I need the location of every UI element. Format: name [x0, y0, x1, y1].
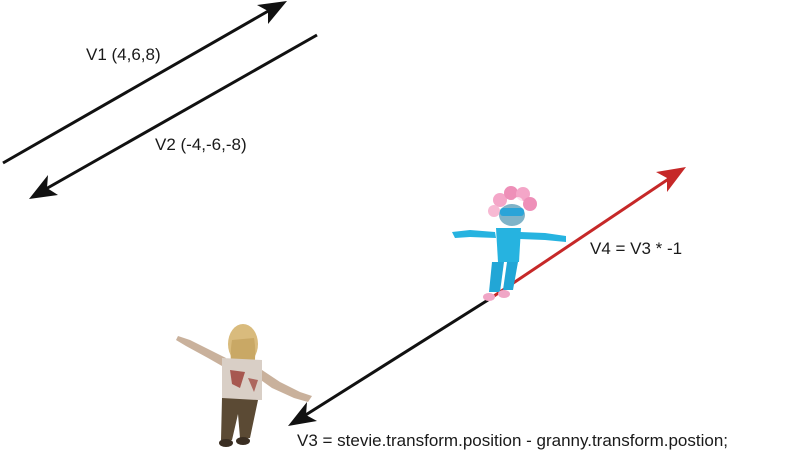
- label-v1: V1 (4,6,8): [86, 45, 161, 64]
- vector-v4-arrow: [487, 167, 686, 302]
- label-v4: V4 = V3 * -1: [590, 239, 682, 258]
- vector-v2-arrow: [29, 33, 318, 199]
- label-v3: V3 = stevie.transform.position - granny.…: [297, 431, 728, 450]
- stevie-character: [452, 186, 566, 301]
- vector-v3-arrow: [288, 298, 489, 426]
- label-v2: V2 (-4,-6,-8): [155, 135, 247, 154]
- vector-v1-arrow: [2, 1, 287, 165]
- granny-character: [176, 324, 312, 447]
